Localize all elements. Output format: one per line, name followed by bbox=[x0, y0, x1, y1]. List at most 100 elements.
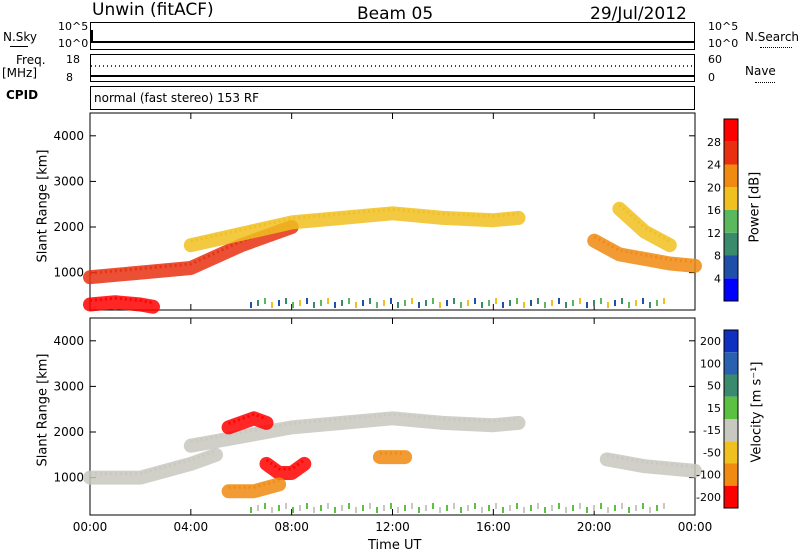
colorbar-tick-label: -50 bbox=[703, 446, 721, 459]
colorbar-tick-label: 24 bbox=[707, 159, 721, 172]
ground-speckle bbox=[509, 300, 511, 306]
scatter-band-speckle-0 bbox=[90, 449, 217, 476]
scatter-band-1 bbox=[183, 411, 526, 453]
ground-speckle bbox=[537, 298, 539, 304]
ground-speckle bbox=[544, 507, 546, 513]
ground-speckle bbox=[481, 507, 483, 513]
x-tick-label: 20:00 bbox=[577, 520, 612, 534]
nave-tick-bottom: 0 bbox=[708, 71, 715, 84]
nsky-label: N.Sky bbox=[3, 30, 38, 44]
ground-speckle bbox=[313, 302, 315, 308]
ground-speckle bbox=[334, 507, 336, 513]
ground-speckle bbox=[250, 302, 252, 308]
scatter-band-speckle-4 bbox=[618, 203, 671, 243]
ground-speckle bbox=[341, 505, 343, 511]
ground-speckle bbox=[579, 298, 581, 304]
ground-speckle bbox=[292, 302, 294, 308]
ground-speckle bbox=[495, 298, 497, 304]
ground-speckle bbox=[390, 298, 392, 304]
scatter-band-3 bbox=[587, 233, 702, 273]
colorbar-cell bbox=[724, 187, 738, 210]
ground-speckle bbox=[292, 507, 294, 513]
scatter-band-0 bbox=[83, 220, 299, 285]
cpid-text: normal (fast stereo) 153 RF bbox=[94, 91, 260, 105]
ground-speckle bbox=[390, 503, 392, 509]
ground-speckle bbox=[341, 300, 343, 306]
ground-speckle bbox=[586, 507, 588, 513]
ground-speckle bbox=[488, 300, 490, 306]
colorbar-tick-label: 100 bbox=[700, 357, 721, 370]
colorbar-tick-label: -15 bbox=[703, 424, 721, 437]
ground-speckle bbox=[320, 300, 322, 306]
nave-label: Nave bbox=[745, 64, 776, 78]
ground-speckle bbox=[376, 302, 378, 308]
ground-speckle bbox=[600, 503, 602, 509]
scatter-band-2 bbox=[83, 295, 160, 314]
ground-speckle bbox=[551, 505, 553, 511]
ground-speckle bbox=[586, 302, 588, 308]
freq-unit: [MHz] bbox=[2, 66, 38, 80]
scatter-band-4 bbox=[612, 201, 677, 253]
cpid-strip bbox=[90, 86, 695, 110]
ground-speckle bbox=[320, 505, 322, 511]
y-tick-label: 3000 bbox=[53, 174, 84, 188]
colorbar-cell bbox=[724, 374, 738, 397]
nsky-tick-bottom: 10^0 bbox=[58, 37, 89, 50]
ground-speckle bbox=[264, 298, 266, 304]
y-tick-label: 3000 bbox=[53, 379, 84, 393]
y-tick-label: 4000 bbox=[53, 129, 84, 143]
freq-strip bbox=[90, 54, 695, 82]
ground-speckle bbox=[271, 507, 273, 513]
colorbar-cell bbox=[724, 278, 738, 301]
colorbar-cell bbox=[724, 119, 738, 142]
ground-speckle bbox=[348, 298, 350, 304]
ground-speckle bbox=[565, 507, 567, 513]
ground-speckle bbox=[537, 503, 539, 509]
ground-speckle bbox=[474, 503, 476, 509]
scatter-band-speckle-0 bbox=[89, 221, 293, 275]
ground-speckle bbox=[516, 298, 518, 304]
ground-speckle bbox=[383, 505, 385, 511]
ground-speckle bbox=[572, 300, 574, 306]
x-tick-label: 04:00 bbox=[174, 520, 209, 534]
ground-speckle bbox=[523, 302, 525, 308]
nave-tick-top: 60 bbox=[708, 53, 722, 66]
scatter-band-4 bbox=[221, 477, 287, 499]
freq-tick-top: 18 bbox=[66, 53, 80, 66]
ground-speckle bbox=[474, 298, 476, 304]
colorbar-tick-label: 50 bbox=[707, 380, 721, 393]
nsky-underline bbox=[10, 46, 28, 47]
nave-legend-line bbox=[755, 82, 775, 83]
ground-speckle bbox=[663, 503, 665, 509]
nsearch-tick-bottom: 10^0 bbox=[708, 37, 739, 50]
ground-speckle bbox=[348, 503, 350, 509]
cpid-label: CPID bbox=[6, 88, 39, 102]
y-tick-label: 2000 bbox=[53, 425, 84, 439]
ground-speckle bbox=[369, 503, 371, 509]
ground-speckle bbox=[481, 302, 483, 308]
y-tick-label: 2000 bbox=[53, 220, 84, 234]
ground-speckle bbox=[663, 298, 665, 304]
ground-speckle bbox=[579, 503, 581, 509]
ground-speckle bbox=[460, 302, 462, 308]
ground-speckle bbox=[607, 507, 609, 513]
beam-title: Beam 05 bbox=[357, 4, 434, 24]
ground-speckle bbox=[257, 505, 259, 511]
colorbar-cell bbox=[724, 330, 738, 353]
scatter-band-2 bbox=[259, 456, 312, 480]
ground-speckle bbox=[299, 505, 301, 511]
ground-speckle bbox=[656, 505, 658, 511]
station-title: Unwin (fitACF) bbox=[92, 0, 214, 20]
scatter-band-speckle-4 bbox=[228, 478, 280, 489]
x-tick-label: 00:00 bbox=[73, 520, 108, 534]
ground-speckle bbox=[446, 300, 448, 306]
ground-speckle bbox=[369, 298, 371, 304]
colorbar-cell bbox=[724, 164, 738, 188]
ground-speckle bbox=[614, 300, 616, 306]
ground-speckle bbox=[642, 503, 644, 509]
ground-speckle bbox=[558, 298, 560, 304]
ground-speckle bbox=[649, 507, 651, 513]
colorbar-cell bbox=[724, 255, 738, 279]
ground-speckle bbox=[593, 300, 595, 306]
